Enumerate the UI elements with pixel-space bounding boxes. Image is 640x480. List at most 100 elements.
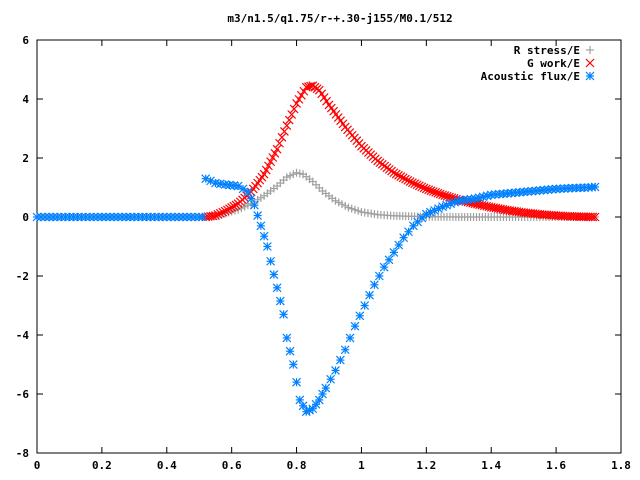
x-tick-label: 1.8 xyxy=(611,459,631,472)
data-point xyxy=(56,212,66,222)
data-point xyxy=(289,104,299,114)
data-point xyxy=(69,212,78,222)
data-point xyxy=(129,212,139,222)
data-point xyxy=(158,212,168,222)
data-point xyxy=(292,99,301,108)
data-point xyxy=(36,212,46,222)
x-tick-label: 1.6 xyxy=(546,459,566,472)
data-point xyxy=(275,296,285,306)
data-point xyxy=(146,212,155,222)
chart-title: m3/n1.5/q1.75/r-+.30-j155/M0.1/512 xyxy=(227,12,452,25)
data-point xyxy=(426,186,436,196)
data-point xyxy=(284,115,294,125)
x-tick-label: 0.6 xyxy=(222,459,242,472)
data-point xyxy=(261,165,271,175)
data-point xyxy=(424,185,434,195)
data-point xyxy=(590,212,600,222)
data-point xyxy=(335,355,345,365)
data-point xyxy=(515,187,525,197)
data-point xyxy=(174,212,184,222)
data-point xyxy=(215,208,225,218)
legend-marker xyxy=(586,46,594,54)
data-point xyxy=(523,187,533,196)
data-point xyxy=(389,247,399,257)
data-point xyxy=(222,205,232,215)
x-tick-label: 0.2 xyxy=(92,459,112,472)
data-point xyxy=(401,174,410,184)
x-tick-label: 0 xyxy=(34,459,41,472)
x-tick-label: 0.8 xyxy=(287,459,307,472)
data-point xyxy=(227,202,237,212)
data-point xyxy=(249,200,259,210)
data-point xyxy=(490,190,500,199)
data-point xyxy=(539,185,549,195)
data-point xyxy=(229,201,239,211)
data-point xyxy=(253,211,263,220)
data-point xyxy=(410,179,420,189)
data-point xyxy=(486,190,496,200)
data-point xyxy=(326,374,336,384)
series-layer xyxy=(32,81,600,417)
data-point xyxy=(266,157,276,167)
data-point xyxy=(269,270,279,279)
data-point xyxy=(279,127,289,136)
data-point xyxy=(331,365,340,375)
data-point xyxy=(398,173,408,183)
data-point xyxy=(355,311,365,321)
data-point xyxy=(414,181,424,191)
data-point xyxy=(588,212,598,222)
data-point xyxy=(138,212,147,222)
data-point xyxy=(268,153,278,162)
data-point xyxy=(374,271,384,281)
x-tick-label: 1 xyxy=(358,459,365,472)
data-point xyxy=(287,110,297,119)
data-point xyxy=(211,211,220,220)
data-point xyxy=(384,255,394,265)
data-point xyxy=(389,168,399,178)
legend-label: G work/E xyxy=(527,57,580,70)
data-point xyxy=(391,169,401,179)
legend-marker xyxy=(585,71,595,81)
data-point xyxy=(292,377,301,387)
data-point xyxy=(208,211,218,221)
data-point xyxy=(571,183,581,193)
data-point xyxy=(404,227,413,237)
data-point xyxy=(507,188,516,198)
data-point xyxy=(435,189,445,199)
data-point xyxy=(272,144,282,154)
legend-marker xyxy=(585,58,595,68)
data-point xyxy=(89,212,99,222)
y-tick-label: 2 xyxy=(22,152,29,165)
data-point xyxy=(531,186,541,196)
data-point xyxy=(275,138,284,148)
series-2 xyxy=(32,174,600,417)
data-point xyxy=(442,200,452,210)
y-tick-label: -8 xyxy=(16,447,29,460)
data-point xyxy=(543,185,553,195)
data-point xyxy=(85,212,95,222)
data-point xyxy=(282,121,292,130)
data-point xyxy=(32,212,42,222)
data-point xyxy=(154,212,164,222)
data-point xyxy=(535,186,545,195)
data-point xyxy=(259,169,269,179)
x-tick-label: 1.2 xyxy=(416,459,436,472)
y-tick-label: -4 xyxy=(16,329,30,342)
data-point xyxy=(369,280,379,290)
data-point xyxy=(218,207,228,217)
data-point xyxy=(166,212,176,222)
data-point xyxy=(264,161,273,171)
y-tick-label: -2 xyxy=(16,270,29,283)
data-point xyxy=(225,204,234,214)
plot-frame xyxy=(36,39,622,454)
data-point xyxy=(288,360,298,369)
data-point xyxy=(296,90,306,100)
x-tick-label: 1.4 xyxy=(481,459,501,472)
data-point xyxy=(285,346,295,356)
data-point xyxy=(121,212,131,222)
data-point xyxy=(321,383,331,393)
data-point xyxy=(428,187,438,196)
y-tick-label: -6 xyxy=(16,388,30,401)
